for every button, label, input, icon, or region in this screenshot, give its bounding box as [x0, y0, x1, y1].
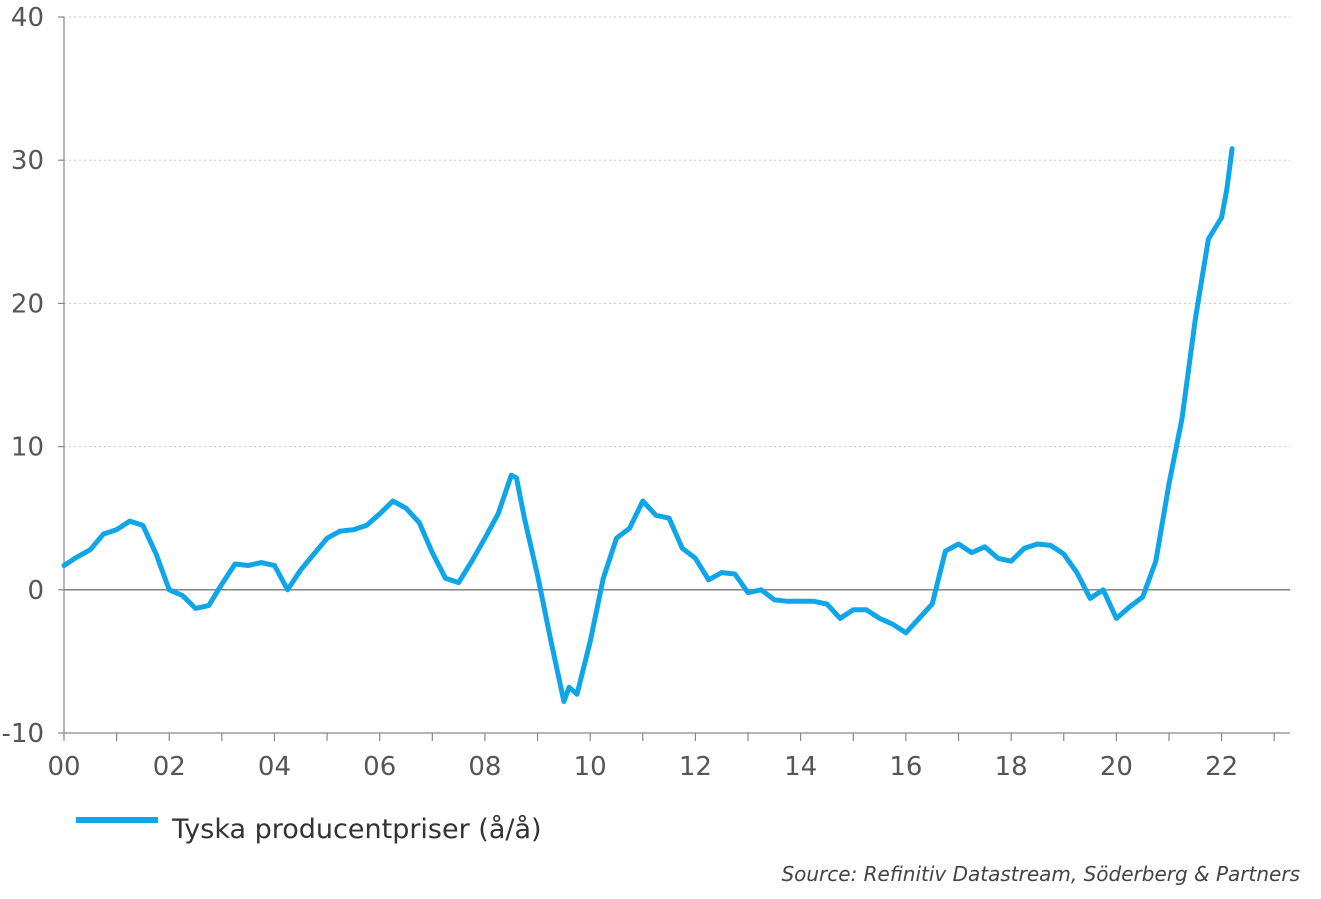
- x-tick-label: 00: [47, 752, 80, 782]
- x-tick-label: 14: [784, 752, 817, 782]
- x-tick-label: 20: [1100, 752, 1133, 782]
- series-line: [61, 146, 1235, 704]
- x-tick-labels: 00 02 04 06 08 10 12 14 16 18 20 22: [47, 752, 1238, 782]
- y-tick-label: 0: [27, 576, 44, 606]
- y-tick-labels: 40 30 20 10 0 -10: [2, 3, 44, 749]
- x-tick-label: 06: [363, 752, 396, 782]
- axes: [58, 16, 1290, 741]
- x-tick-label: 16: [889, 752, 922, 782]
- y-tick-label: 30: [11, 146, 44, 176]
- y-tick-label: -10: [2, 719, 44, 749]
- gridlines: [64, 16, 1290, 591]
- x-tick-label: 18: [995, 752, 1028, 782]
- x-tick-label: 10: [574, 752, 607, 782]
- legend: Tyska producentpriser (å/å): [76, 814, 542, 845]
- legend-label: Tyska producentpriser (å/å): [171, 814, 542, 845]
- y-tick-label: 10: [11, 433, 44, 463]
- x-tick-label: 22: [1205, 752, 1238, 782]
- y-tick-label: 20: [11, 289, 44, 319]
- source-note: Source: Refinitiv Datastream, Söderberg …: [781, 862, 1300, 886]
- x-tick-label: 12: [679, 752, 712, 782]
- x-tick-label: 02: [153, 752, 186, 782]
- series-lines: [61, 146, 1235, 704]
- y-tick-label: 40: [11, 3, 44, 33]
- x-tick-label: 04: [258, 752, 291, 782]
- x-tick-label: 08: [468, 752, 501, 782]
